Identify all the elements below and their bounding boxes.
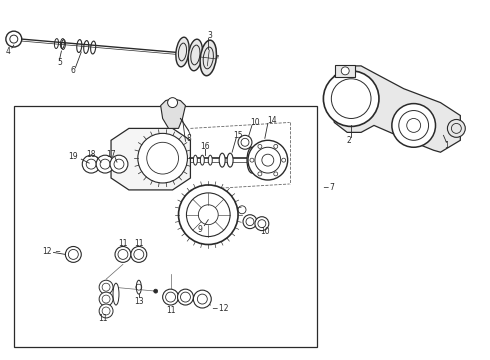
Circle shape xyxy=(110,155,128,173)
Circle shape xyxy=(96,155,114,173)
Text: 14: 14 xyxy=(267,116,276,125)
Text: 19: 19 xyxy=(69,152,78,161)
Circle shape xyxy=(255,217,269,231)
Ellipse shape xyxy=(200,40,217,76)
Circle shape xyxy=(447,120,465,137)
Text: 11: 11 xyxy=(118,239,128,248)
Text: 9: 9 xyxy=(198,225,203,234)
Text: 5: 5 xyxy=(57,58,62,67)
Text: 13: 13 xyxy=(134,297,144,306)
Ellipse shape xyxy=(247,147,257,173)
Text: ─ 7: ─ 7 xyxy=(323,184,335,193)
Text: 1: 1 xyxy=(444,141,449,150)
Text: 16: 16 xyxy=(200,142,210,151)
Text: 2: 2 xyxy=(347,136,351,145)
Text: 11: 11 xyxy=(98,314,108,323)
Circle shape xyxy=(178,185,238,244)
Circle shape xyxy=(341,67,349,75)
Text: 12: 12 xyxy=(42,247,51,256)
Ellipse shape xyxy=(194,155,197,165)
Circle shape xyxy=(65,247,81,262)
Text: ─ 12: ─ 12 xyxy=(212,305,229,314)
Ellipse shape xyxy=(227,153,233,167)
Ellipse shape xyxy=(208,155,212,165)
Circle shape xyxy=(99,280,113,294)
Circle shape xyxy=(392,104,436,147)
Text: 4: 4 xyxy=(5,46,10,55)
Bar xyxy=(335,65,355,77)
Text: 17: 17 xyxy=(106,150,116,159)
Circle shape xyxy=(238,135,252,149)
Circle shape xyxy=(99,292,113,306)
Ellipse shape xyxy=(200,155,204,165)
Circle shape xyxy=(168,98,177,108)
Text: 6: 6 xyxy=(71,66,76,75)
Ellipse shape xyxy=(219,153,225,167)
Circle shape xyxy=(194,290,211,308)
Ellipse shape xyxy=(136,280,141,294)
Circle shape xyxy=(82,155,100,173)
Bar xyxy=(14,105,318,347)
Circle shape xyxy=(248,140,288,180)
Circle shape xyxy=(323,71,379,126)
Circle shape xyxy=(131,247,147,262)
Polygon shape xyxy=(161,99,185,129)
Text: 3: 3 xyxy=(208,31,213,40)
Circle shape xyxy=(163,289,178,305)
Circle shape xyxy=(154,289,158,293)
Text: 10: 10 xyxy=(260,227,270,236)
Text: 15: 15 xyxy=(233,131,243,140)
Ellipse shape xyxy=(113,283,119,305)
Circle shape xyxy=(243,215,257,229)
Text: 11: 11 xyxy=(166,306,175,315)
Text: 10: 10 xyxy=(250,118,260,127)
Circle shape xyxy=(177,289,194,305)
Ellipse shape xyxy=(176,37,189,67)
Circle shape xyxy=(138,133,188,183)
Polygon shape xyxy=(331,66,460,152)
Polygon shape xyxy=(111,129,191,190)
Text: ─: ─ xyxy=(55,249,60,256)
Circle shape xyxy=(99,304,113,318)
Text: 8: 8 xyxy=(186,134,191,143)
Text: 18: 18 xyxy=(86,150,96,159)
Text: 11: 11 xyxy=(134,239,144,248)
Circle shape xyxy=(115,247,131,262)
Ellipse shape xyxy=(188,39,202,71)
